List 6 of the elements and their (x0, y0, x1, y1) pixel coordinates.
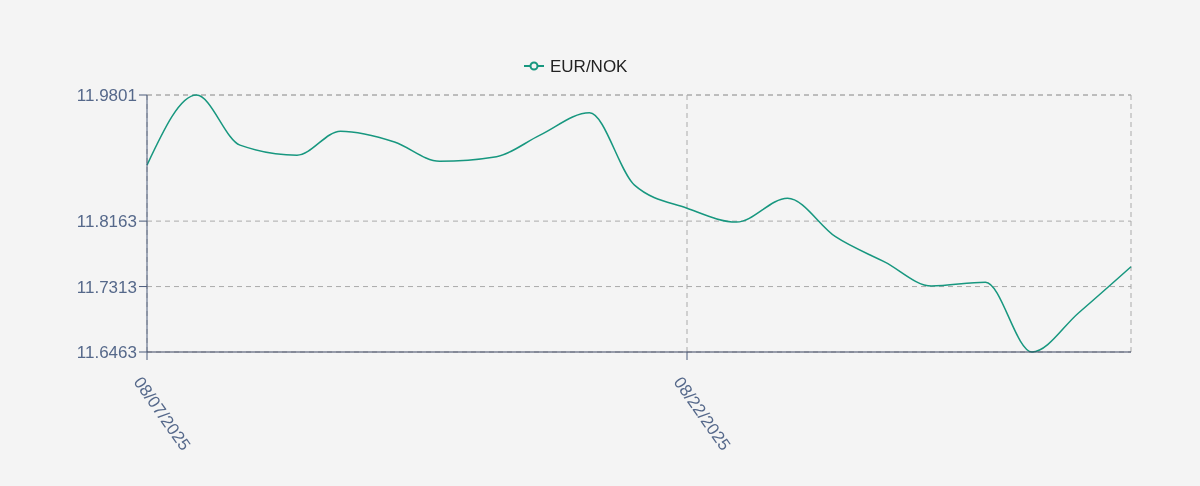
y-tick-label: 11.9801 (76, 85, 137, 105)
y-tick-label: 11.6463 (76, 342, 137, 362)
legend-label: EUR/NOK (550, 56, 629, 76)
y-tick-label: 11.7313 (76, 277, 137, 297)
line-series (146, 94, 1132, 353)
y-tick-label: 11.8163 (76, 212, 137, 232)
